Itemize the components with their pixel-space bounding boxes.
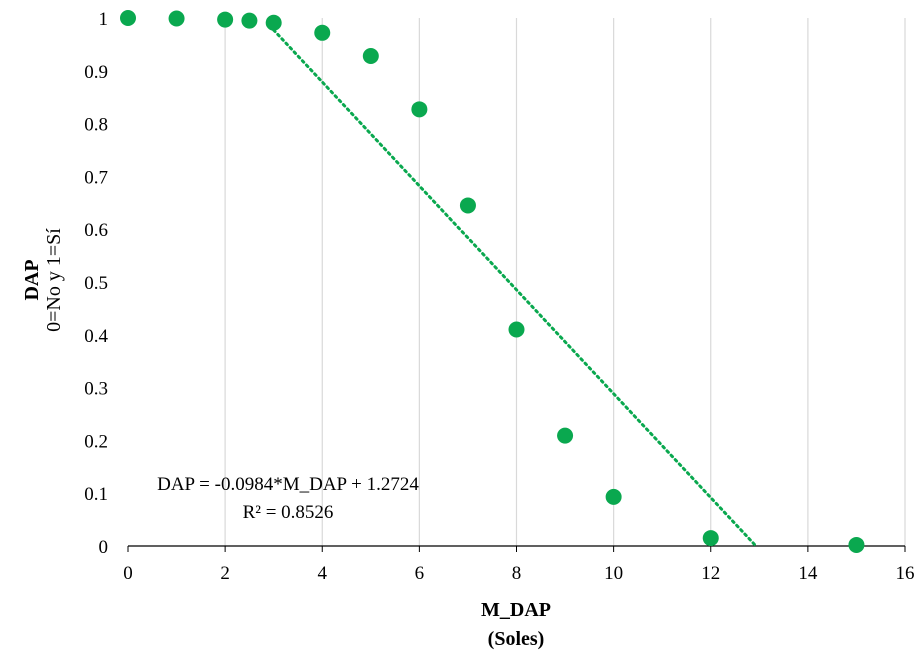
x-tick-labels: 0 2 4 6 8 10 12 14 16 (123, 563, 914, 584)
data-points (120, 10, 865, 553)
trendline-equation: DAP = -0.0984*M_DAP + 1.2724 (157, 474, 419, 495)
y-axis-subtitle: 0=No y 1=Sí (43, 228, 65, 332)
x-axis-title: M_DAP (481, 599, 551, 621)
y-tick-label: 0.9 (84, 62, 108, 83)
y-tick-label: 0.5 (84, 273, 108, 294)
y-tick-labels: 0 0.1 0.2 0.3 0.4 0.5 0.6 0.7 0.8 0.9 1 (84, 9, 108, 558)
y-tick-label: 0.3 (84, 379, 108, 400)
x-tick-label: 2 (220, 563, 230, 584)
data-point (120, 10, 136, 26)
y-tick-label: 0 (99, 537, 109, 558)
y-tick-label: 0.6 (84, 220, 108, 241)
x-tick-label: 8 (512, 563, 522, 584)
data-point (411, 101, 428, 118)
data-point (605, 488, 622, 505)
data-point (459, 197, 476, 214)
x-tick-label: 14 (798, 563, 818, 584)
x-tick-label: 12 (701, 563, 720, 584)
y-tick-label: 0.7 (84, 167, 108, 188)
y-tick-label: 0.2 (84, 431, 108, 452)
trendline-r2: R² = 0.8526 (243, 502, 334, 523)
data-point (362, 48, 379, 65)
data-point (314, 24, 331, 41)
y-axis-title: DAP (21, 259, 43, 300)
data-point (168, 10, 185, 27)
data-point (265, 14, 282, 31)
y-tick-label: 0.4 (84, 326, 108, 347)
grid-lines (224, 18, 906, 546)
x-tick-label: 0 (123, 563, 133, 584)
data-point (557, 427, 574, 444)
y-tick-label: 0.8 (84, 115, 108, 136)
x-tick-label: 10 (604, 563, 623, 584)
x-tick-label: 16 (896, 563, 915, 584)
data-point (508, 321, 525, 338)
x-tick-label: 4 (318, 563, 328, 584)
x-axis-unit: (Soles) (488, 628, 545, 650)
trendline-path (272, 28, 758, 548)
y-tick-label: 1 (99, 9, 109, 30)
axes (127, 545, 906, 552)
trendline (272, 28, 758, 548)
y-tick-label: 0.1 (84, 484, 108, 505)
data-point (241, 12, 258, 29)
x-tick-label: 6 (415, 563, 425, 584)
data-point (848, 536, 865, 553)
data-point (702, 530, 719, 547)
data-point (217, 11, 234, 28)
